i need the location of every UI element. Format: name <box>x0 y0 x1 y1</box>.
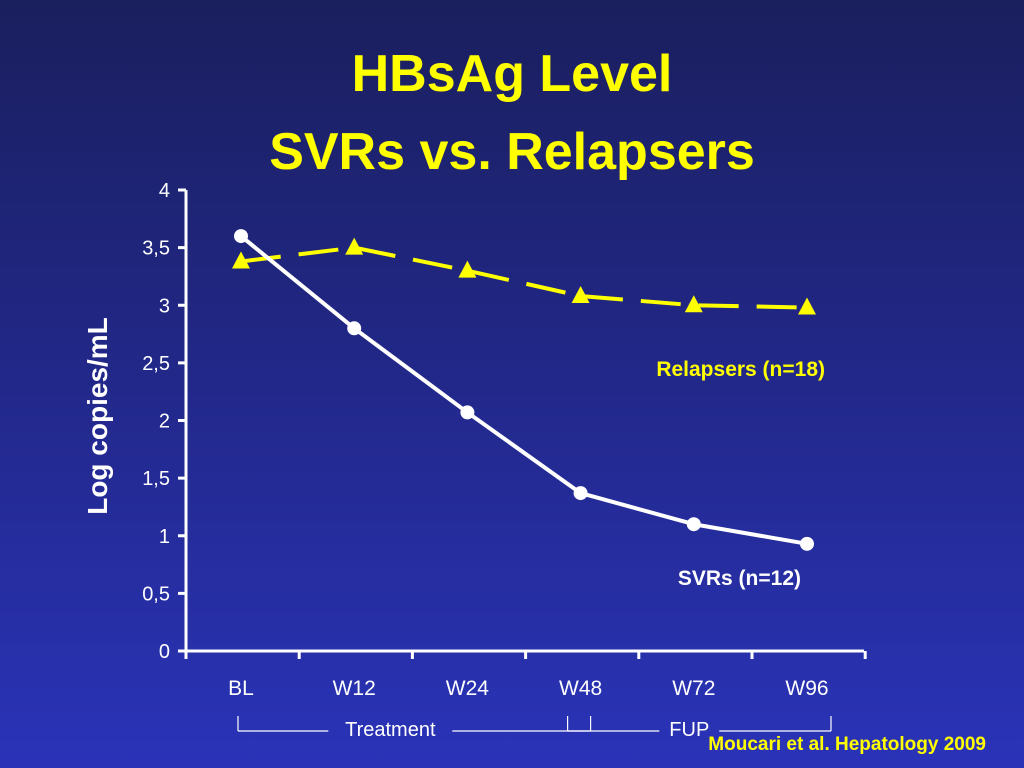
svrs-line <box>239 234 808 546</box>
x-tick-label: W48 <box>559 677 602 700</box>
y-tick-label: 0 <box>159 641 170 663</box>
y-tick-label: 2 <box>159 411 170 433</box>
y-tick-label: 1,5 <box>142 468 170 490</box>
x-tick-label: W12 <box>333 677 376 700</box>
relapsers-point <box>571 286 590 304</box>
relapsers-line <box>240 245 808 310</box>
svrs-point <box>686 517 701 532</box>
y-tick-label: 3,5 <box>142 238 170 260</box>
x-tick-label: W96 <box>785 677 828 700</box>
relapsers-point <box>458 260 477 278</box>
fup-phase-label: FUP <box>669 719 709 741</box>
relapsers-point <box>798 297 816 315</box>
y-tick-label: 4 <box>159 180 170 202</box>
relapsers-point <box>345 237 364 255</box>
x-tick-label: BL <box>228 677 254 700</box>
series-label-svrs: SVRs (n=12) <box>678 567 801 590</box>
y-tick-label: 1 <box>159 526 170 548</box>
chart-title-line-2: SVRs vs. Relapsers <box>269 123 755 181</box>
svrs-point <box>234 229 248 244</box>
svrs-point <box>573 486 588 501</box>
series-label-relapsers: Relapsers (n=18) <box>656 358 825 381</box>
treatment-phase-label: Treatment <box>345 719 436 741</box>
svrs-point <box>460 405 475 420</box>
relapsers-point <box>232 251 250 269</box>
x-axis-ticks: BL W12 W24 W48 W72 W96 <box>184 651 867 700</box>
series-layer <box>232 229 816 551</box>
svrs-point <box>347 321 362 336</box>
x-tick-label: W72 <box>672 677 715 700</box>
x-tick-label: W24 <box>446 677 490 700</box>
phase-brackets: Treatment FUP <box>237 716 832 741</box>
y-tick-label: 2,5 <box>142 353 170 375</box>
chart-title-line-1: HBsAg Level <box>351 45 673 103</box>
y-tick-label: 3 <box>159 295 170 317</box>
y-tick-label: 0,5 <box>142 583 170 605</box>
y-axis-label: Log copies/mL <box>82 317 113 515</box>
svrs-point <box>800 536 814 551</box>
relapsers-point <box>684 295 703 313</box>
y-axis-ticks: 0 0,5 1 1,5 2 2,5 3 3,5 4 <box>142 180 186 663</box>
citation: Moucari et al. Hepatology 2009 <box>708 734 986 755</box>
